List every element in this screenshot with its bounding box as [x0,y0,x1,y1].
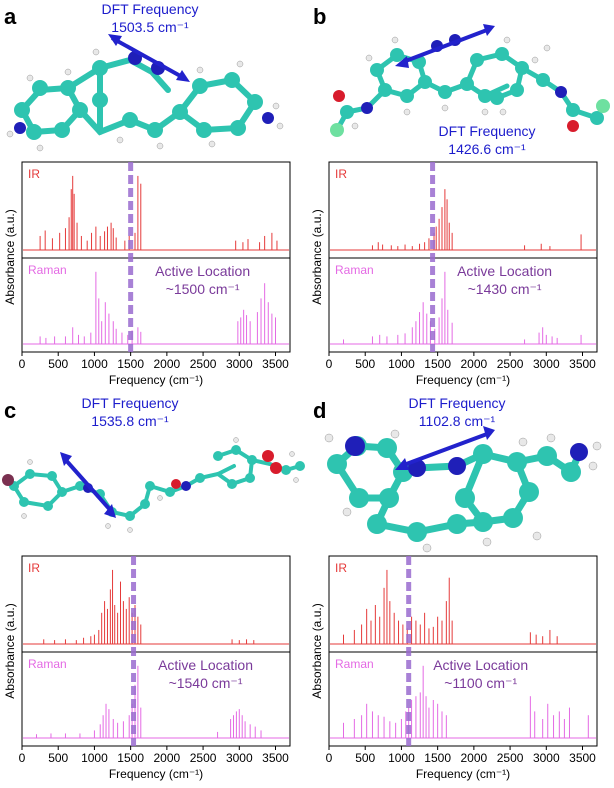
ir-label: IR [28,167,40,181]
x-tick-label: 500 [48,751,68,765]
molecule-b [330,24,610,137]
active-value: ~1100 cm⁻¹ [444,675,517,691]
x-tick-label: 1500 [117,751,144,765]
panel-label: d [313,398,326,423]
panel-a: a [0,0,307,394]
panel-label: c [4,398,16,423]
panel-d: d [307,394,614,788]
x-tick-label: 2000 [154,751,181,765]
y-axis-title: Absorbance (a.u.) [310,209,324,304]
raman-label: Raman [28,657,67,671]
molecule-a [6,34,284,152]
active-title: Active Location [457,263,552,279]
x-axis-title: Frequency (cm⁻¹) [416,767,510,781]
x-tick-label: 0 [326,751,333,765]
x-tick-label: 500 [48,357,68,371]
x-tick-label: 1000 [81,357,108,371]
spectrum-chart-c: IR Raman Active Location ~1540 cm⁻¹ 0 500 1000… [3,555,291,781]
x-tick-label: 1500 [424,751,451,765]
x-tick-label: 3000 [226,751,253,765]
active-title: Active Location [155,263,250,279]
x-tick-label: 1000 [388,751,415,765]
dft-value: 1535.8 cm⁻¹ [91,413,169,429]
panel-label: b [313,4,326,29]
active-title: Active Location [433,657,528,673]
molecule-d [324,426,602,553]
ir-label: IR [335,167,347,181]
y-axis-title: Absorbance (a.u.) [3,209,17,304]
raman-frame [328,651,598,747]
molecule-c [2,437,305,533]
x-tick-label: 3500 [262,751,289,765]
x-tick-label: 3000 [226,357,253,371]
x-tick-label: 1500 [424,357,451,371]
x-tick-label: 2500 [190,357,217,371]
dft-title: DFT Frequency [102,1,199,17]
ir-frame [21,555,291,653]
ir-label: IR [28,561,40,575]
x-tick-label: 3000 [533,357,560,371]
active-title: Active Location [158,657,253,673]
x-tick-label: 2500 [190,751,217,765]
panel-d-svg: d [310,395,602,781]
dft-value: 1503.5 cm⁻¹ [111,19,189,35]
y-axis-title: Absorbance (a.u.) [3,603,17,698]
dft-value: 1102.8 cm⁻¹ [419,413,496,429]
dft-value: 1426.6 cm⁻¹ [448,141,526,157]
raman-frame [328,257,598,353]
x-tick-label: 2500 [497,751,524,765]
x-tick-label: 3500 [262,357,289,371]
x-tick-label: 1000 [81,751,108,765]
ir-label: IR [335,561,347,575]
x-axis-title: Frequency (cm⁻¹) [109,767,203,781]
x-tick-label: 3500 [569,357,596,371]
x-tick-label: 500 [355,751,375,765]
active-value: ~1540 cm⁻¹ [169,675,243,691]
x-tick-label: 500 [355,357,375,371]
raman-label: Raman [28,263,67,277]
x-axis-title: Frequency (cm⁻¹) [109,373,203,387]
x-tick-label: 3000 [533,751,560,765]
x-tick-label: 2500 [497,357,524,371]
x-tick-label: 2000 [461,357,488,371]
raman-frame [21,651,291,747]
panel-c-svg: c [2,395,305,781]
dft-title: DFT Frequency [82,395,179,411]
panel-b: b [307,0,614,394]
panel-b-svg: b [310,4,610,387]
panel-c: c [0,394,307,788]
spectrum-chart-b: IR Raman Active Location ~1430 cm⁻¹ 0 500 1000… [310,161,598,387]
dft-title: DFT Frequency [409,395,506,411]
x-tick-label: 0 [19,357,26,371]
x-tick-label: 1000 [388,357,415,371]
spectrum-chart-a: IR Raman Active Location ~1500 cm⁻¹ 0 500 1000… [3,161,291,387]
x-tick-label: 2000 [461,751,488,765]
x-tick-label: 3500 [569,751,596,765]
raman-frame [21,257,291,353]
raman-label: Raman [335,263,374,277]
x-tick-label: 1500 [117,357,144,371]
dft-title: DFT Frequency [439,123,536,139]
ir-frame [328,161,598,259]
y-axis-title: Absorbance (a.u.) [310,603,324,698]
panel-label: a [4,4,17,29]
raman-label: Raman [335,657,374,671]
spectrum-chart-d: IR Raman Active Location ~1100 cm⁻¹ 0 500 1000… [310,555,598,781]
x-axis-title: Frequency (cm⁻¹) [416,373,510,387]
x-tick-label: 0 [19,751,26,765]
active-value: ~1430 cm⁻¹ [468,281,542,297]
active-value: ~1500 cm⁻¹ [166,281,240,297]
x-tick-label: 2000 [154,357,181,371]
panel-a-svg: a [3,1,291,387]
ir-frame [21,161,291,259]
x-tick-label: 0 [326,357,333,371]
